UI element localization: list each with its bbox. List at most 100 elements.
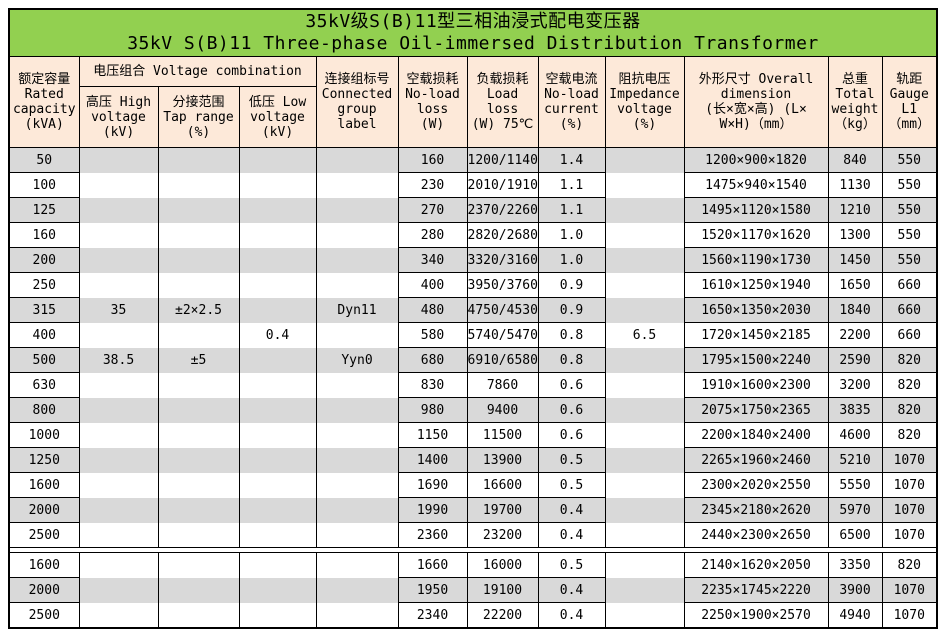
cell-impedance-voltage <box>604 602 685 629</box>
cell-no-load-loss: 830 <box>397 372 468 398</box>
cell-capacity: 2500 <box>8 522 80 548</box>
title-line-en: 35kV S(B)11 Three-phase Oil-immersed Dis… <box>127 33 819 54</box>
cell-capacity: 500 <box>8 347 80 373</box>
cell-total-weight: 1450 <box>827 247 883 273</box>
cell-impedance-voltage <box>604 197 685 223</box>
cell-total-weight: 5550 <box>827 472 883 498</box>
cell-capacity: 160 <box>8 222 80 248</box>
cell-low-voltage <box>238 522 317 548</box>
cell-overall-dimension: 1650×1350×2030 <box>683 297 829 323</box>
cell-overall-dimension: 2200×1840×2400 <box>683 422 829 448</box>
cell-gauge: 1070 <box>881 577 938 603</box>
cell-low-voltage <box>238 372 317 398</box>
cell-connected-group <box>315 147 399 173</box>
cell-impedance-voltage: 6.5 <box>604 322 685 348</box>
table-row: 50 160 1200/1140 1.4 1200×900×1820 840 550 <box>8 147 938 173</box>
cell-no-load-loss: 280 <box>397 222 468 248</box>
header-row-sub: 高压 High voltage (kV) 分接范围 Tap range (%) … <box>9 86 937 148</box>
cell-no-load-current: 0.4 <box>537 497 606 523</box>
table-title: 35kV级S(B)11型三相油浸式配电变压器 35kV S(B)11 Three… <box>8 8 938 57</box>
cell-tap-range <box>157 602 240 629</box>
cell-capacity: 1250 <box>8 447 80 473</box>
table-row: 125 270 2370/2260 1.1 1495×1120×1580 1210 550 <box>8 197 938 223</box>
cell-overall-dimension: 2075×1750×2365 <box>683 397 829 423</box>
cell-no-load-loss: 1400 <box>397 447 468 473</box>
cell-no-load-loss: 980 <box>397 397 468 423</box>
cell-connected-group <box>315 397 399 423</box>
cell-no-load-loss: 1660 <box>397 552 468 578</box>
cell-connected-group <box>315 372 399 398</box>
cell-total-weight: 1650 <box>827 272 883 298</box>
cell-gauge: 820 <box>881 552 938 578</box>
cell-capacity: 800 <box>8 397 80 423</box>
cell-tap-range <box>157 197 240 223</box>
cell-impedance-voltage <box>604 472 685 498</box>
cell-capacity: 50 <box>8 147 80 173</box>
cell-high-voltage <box>78 147 159 173</box>
cell-connected-group: Yyn0 <box>315 347 399 373</box>
cell-no-load-loss: 480 <box>397 297 468 323</box>
cell-load-loss: 6910/6580 <box>466 347 539 373</box>
cell-no-load-current: 1.1 <box>537 197 606 223</box>
table-row: 1250 1400 13900 0.5 2265×1960×2460 5210 1070 <box>8 447 938 473</box>
cell-total-weight: 2590 <box>827 347 883 373</box>
cell-tap-range <box>157 497 240 523</box>
cell-high-voltage <box>78 422 159 448</box>
cell-impedance-voltage <box>604 422 685 448</box>
table-row: 400 0.4 580 5740/5470 0.8 6.5 1720×1450×2185 22… <box>8 322 938 348</box>
cell-overall-dimension: 2345×2180×2620 <box>683 497 829 523</box>
table-row: 250 400 3950/3760 0.9 1610×1250×1940 1650 660 <box>8 272 938 298</box>
cell-total-weight: 1300 <box>827 222 883 248</box>
cell-low-voltage <box>238 552 317 578</box>
cell-load-loss: 13900 <box>466 447 539 473</box>
cell-tap-range <box>157 522 240 548</box>
cell-tap-range <box>157 322 240 348</box>
cell-impedance-voltage <box>604 397 685 423</box>
cell-no-load-current: 1.0 <box>537 222 606 248</box>
table-row: 1600 1690 16600 0.5 2300×2020×2550 5550 1070 <box>8 472 938 498</box>
cell-low-voltage <box>238 422 317 448</box>
cell-high-voltage <box>78 272 159 298</box>
cell-tap-range <box>157 372 240 398</box>
section-gap-cell <box>9 547 937 553</box>
cell-connected-group <box>315 602 399 629</box>
cell-overall-dimension: 1560×1190×1730 <box>683 247 829 273</box>
cell-gauge: 550 <box>881 247 938 273</box>
cell-low-voltage <box>238 347 317 373</box>
cell-gauge: 550 <box>881 147 938 173</box>
cell-no-load-loss: 2340 <box>397 602 468 629</box>
col-header-no-load-current: 空载电流 No-load current (%) <box>537 56 606 148</box>
cell-load-loss: 7860 <box>466 372 539 398</box>
table-row: 315 35 ±2×2.5 Dyn11 480 4750/4530 0.9 1650×1350… <box>8 297 938 323</box>
cell-capacity: 1600 <box>8 552 80 578</box>
col-header-load-loss: 负载损耗 Load loss (W) 75℃ <box>466 56 539 148</box>
cell-capacity: 2500 <box>8 602 80 629</box>
cell-no-load-current: 0.6 <box>537 397 606 423</box>
cell-no-load-current: 1.0 <box>537 247 606 273</box>
cell-impedance-voltage <box>604 147 685 173</box>
col-header-rated-capacity: 额定容量 Rated capacity (kVA) <box>8 56 80 148</box>
cell-impedance-voltage <box>604 347 685 373</box>
cell-connected-group <box>315 497 399 523</box>
cell-gauge: 820 <box>881 397 938 423</box>
cell-low-voltage <box>238 147 317 173</box>
cell-high-voltage <box>78 602 159 629</box>
cell-high-voltage <box>78 497 159 523</box>
cell-low-voltage <box>238 197 317 223</box>
cell-capacity: 250 <box>8 272 80 298</box>
cell-overall-dimension: 1200×900×1820 <box>683 147 829 173</box>
cell-no-load-loss: 580 <box>397 322 468 348</box>
cell-impedance-voltage <box>604 522 685 548</box>
cell-tap-range <box>157 577 240 603</box>
cell-connected-group <box>315 447 399 473</box>
cell-low-voltage <box>238 247 317 273</box>
cell-gauge: 550 <box>881 222 938 248</box>
cell-total-weight: 4600 <box>827 422 883 448</box>
section-gap <box>9 547 937 553</box>
cell-connected-group <box>315 522 399 548</box>
cell-gauge: 1070 <box>881 497 938 523</box>
cell-load-loss: 2370/2260 <box>466 197 539 223</box>
col-header-total-weight: 总重 Total weight （kg） <box>827 56 883 148</box>
cell-connected-group <box>315 272 399 298</box>
